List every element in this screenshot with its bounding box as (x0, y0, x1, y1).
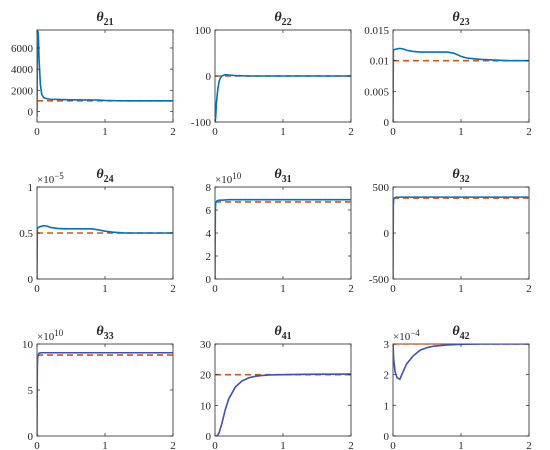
estimate-line (215, 198, 351, 279)
subplot-24: 0 1 200.51×10−5 θ24 (19, 167, 176, 295)
y-tick-label: 4 (206, 228, 212, 240)
subplot-title: θ24 (96, 167, 113, 185)
y-tick-label: 0 (28, 431, 34, 443)
x-tick-label: 2 (170, 440, 176, 450)
x-tick-label: 1 (102, 440, 108, 450)
y-tick-label: 10 (200, 400, 212, 412)
subplot-41: 0120102030θ41time(s) (200, 324, 354, 450)
x-tick-label: 2 (526, 440, 532, 450)
axes-box (392, 29, 530, 123)
y-tick-label: 6000 (11, 43, 34, 55)
y-tick-label: 6 (206, 205, 212, 217)
estimate-line (37, 351, 173, 436)
y-tick-label: 0 (28, 274, 34, 286)
x-tick-label: 1 (280, 440, 286, 450)
subplot-title: θ32 (452, 167, 469, 185)
x-tick-label: 0 (212, 126, 218, 138)
estimate-line (37, 224, 173, 279)
x-tick-label: 2 (348, 126, 354, 138)
y-tick-label: 0 (28, 106, 34, 118)
axes-box (214, 186, 352, 280)
subplot-31: 0 1 2 0 2 4 6 8×1010 θ31 (206, 167, 354, 295)
y-tick-label: 5 (28, 385, 34, 397)
subplot-title: θ23 (452, 10, 469, 28)
subplot-title: θ33 (96, 324, 113, 342)
y-tick-label: 8 (206, 182, 212, 194)
y-tick-label: 100 (195, 25, 212, 37)
x-tick-label: 2 (348, 440, 354, 450)
estimate-line (393, 196, 529, 279)
subplot-23: 0 1 2 0 0.005 0.01 0.015 θ23 (364, 10, 532, 138)
y-tick-label: -500 (369, 274, 390, 286)
y-tick-label: 0 (384, 431, 390, 443)
x-tick-label: 1 (458, 440, 464, 450)
y-tick-label: -100 (191, 117, 212, 129)
subplot-21: 0 1 2 0 2000 4000 6000 θ21 (11, 10, 176, 138)
x-tick-label: 0 (212, 440, 218, 450)
subplot-title: θ22 (274, 10, 291, 28)
x-tick-label: 2 (348, 283, 354, 295)
subplot-title: θ31 (274, 167, 291, 185)
subplot-title: θ21 (96, 10, 113, 28)
y-tick-label: 0.01 (370, 56, 389, 68)
exponent-label: ×10−5 (37, 171, 64, 186)
x-tick-label: 1 (102, 126, 108, 138)
y-tick-label: 2000 (11, 85, 34, 97)
y-tick-label: 0 (384, 228, 390, 240)
y-tick-label: 500 (373, 182, 390, 194)
estimate-line (215, 373, 351, 436)
x-tick-label: 0 (390, 283, 396, 295)
x-tick-label: 1 (458, 126, 464, 138)
x-tick-label: 0 (34, 440, 40, 450)
y-tick-label: 0 (206, 274, 212, 286)
x-tick-label: 2 (170, 283, 176, 295)
y-tick-label: 4000 (11, 64, 34, 76)
x-tick-label: 0 (34, 126, 40, 138)
subplot-title: θ42 (452, 324, 469, 342)
x-tick-label: 1 (280, 126, 286, 138)
x-tick-label: 1 (458, 283, 464, 295)
y-tick-label: 0 (206, 71, 212, 83)
subplot-title: θ41 (274, 324, 291, 342)
y-tick-label: 30 (200, 339, 212, 351)
y-tick-label: 0 (206, 431, 212, 443)
estimate-line (37, 30, 173, 117)
y-tick-label: 2 (206, 251, 212, 263)
estimate-line (393, 344, 529, 381)
axes-box (214, 343, 352, 437)
y-tick-label: 0 (384, 117, 390, 129)
estimate-line (393, 47, 529, 122)
y-tick-label: 1 (28, 182, 34, 194)
x-tick-label: 0 (34, 283, 40, 295)
x-tick-label: 2 (526, 126, 532, 138)
y-tick-label: 3 (384, 339, 390, 351)
y-tick-label: 0.5 (19, 228, 33, 240)
x-tick-label: 0 (390, 126, 396, 138)
exponent-label: ×1010 (37, 328, 64, 343)
y-tick-label: 10 (22, 339, 34, 351)
x-tick-label: 0 (390, 440, 396, 450)
x-tick-label: 1 (280, 283, 286, 295)
y-tick-label: 0.005 (364, 86, 389, 98)
axes-box (392, 343, 530, 437)
axes-box (36, 343, 174, 437)
y-tick-label: 20 (200, 370, 212, 382)
x-tick-label: 2 (170, 126, 176, 138)
y-tick-label: 0.015 (364, 25, 389, 37)
axes-box (392, 186, 530, 280)
x-tick-label: 2 (526, 283, 532, 295)
axes-box (36, 29, 174, 123)
estimate-line (215, 73, 351, 122)
x-tick-label: 0 (212, 283, 218, 295)
exponent-label: ×10−4 (393, 328, 420, 343)
x-tick-label: 1 (102, 283, 108, 295)
y-tick-label: 2 (384, 370, 390, 382)
y-tick-label: 1 (384, 400, 390, 412)
exponent-label: ×1010 (215, 171, 242, 186)
